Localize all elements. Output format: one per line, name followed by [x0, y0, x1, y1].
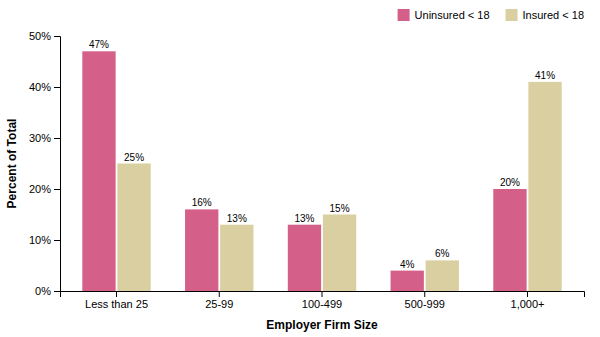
data-label: 25% — [124, 152, 144, 163]
bar — [391, 271, 424, 291]
x-tick-label: 25-99 — [205, 298, 233, 310]
y-axis: 0% 10% 20% 30% 40% 50% — [29, 30, 61, 297]
y-tick-label: 0% — [35, 285, 51, 297]
y-tick-mark — [54, 138, 60, 139]
data-labels: 47% 16% 13% 4% 20% 25% 13% 15% 6% 41% — [89, 39, 555, 269]
plot: 0% 10% 20% 30% 40% 50% Less than 25 25-99 100-49… — [5, 30, 585, 332]
x-tick-label: 100-499 — [302, 298, 342, 310]
data-label: 20% — [500, 177, 520, 188]
chart: 0% 10% 20% 30% 40% 50% Less than 25 25-99 100-49… — [0, 0, 600, 337]
x-tick-mark — [527, 291, 528, 297]
data-label: 6% — [435, 248, 450, 259]
legend-label: Uninsured < 18 — [415, 9, 490, 21]
y-tick: 50% — [29, 30, 60, 42]
y-tick: 0% — [35, 285, 60, 297]
x-tick-label: Less than 25 — [85, 298, 148, 310]
x-tick: 25-99 — [205, 291, 233, 310]
x-tick: Less than 25 — [85, 291, 148, 310]
bar — [220, 225, 253, 291]
bar — [117, 164, 150, 292]
y-tick-label: 40% — [29, 81, 51, 93]
data-label: 41% — [535, 70, 555, 81]
bar — [323, 215, 356, 292]
bar — [185, 209, 218, 291]
y-tick-mark — [54, 189, 60, 190]
y-tick: 30% — [29, 132, 60, 144]
bar — [528, 82, 561, 291]
y-tick-mark — [54, 291, 60, 292]
y-tick-label: 10% — [29, 234, 51, 246]
y-tick-mark — [54, 87, 60, 88]
x-tick: 100-499 — [302, 291, 342, 310]
bar — [426, 260, 459, 291]
y-tick-label: 30% — [29, 132, 51, 144]
data-label: 16% — [192, 197, 212, 208]
y-tick-mark — [54, 36, 60, 37]
x-tick: 1,000+ — [511, 291, 545, 310]
x-tick-label: 1,000+ — [511, 298, 545, 310]
x-tick-mark — [219, 291, 220, 297]
y-tick-label: 20% — [29, 183, 51, 195]
legend-label: Insured < 18 — [523, 9, 584, 21]
x-tick: 500-999 — [405, 291, 445, 310]
x-axis-title: Employer Firm Size — [266, 318, 378, 332]
y-tick-mark — [54, 240, 60, 241]
y-tick-label: 50% — [29, 30, 51, 42]
x-tick-mark — [116, 291, 117, 297]
data-label: 4% — [400, 259, 415, 270]
legend: Uninsured < 18 Insured < 18 — [398, 9, 584, 21]
x-tick-label: 500-999 — [405, 298, 445, 310]
legend-item: Insured < 18 — [506, 9, 584, 21]
bar — [493, 189, 526, 291]
y-tick: 10% — [29, 234, 60, 246]
y-tick: 20% — [29, 183, 60, 195]
data-label: 13% — [227, 213, 247, 224]
bar — [288, 225, 321, 291]
bars — [82, 51, 561, 291]
data-label: 13% — [294, 213, 314, 224]
x-axis: Less than 25 25-99 100-499 500-999 1,000+ — [61, 291, 585, 310]
x-axis-line — [61, 292, 585, 298]
y-axis-line — [54, 37, 61, 292]
y-tick: 40% — [29, 81, 60, 93]
x-tick-mark — [322, 291, 323, 297]
data-label: 47% — [89, 39, 109, 50]
legend-swatch — [398, 9, 410, 21]
bar — [82, 51, 115, 291]
data-label: 15% — [330, 203, 350, 214]
y-axis-title: Percent of Total — [5, 119, 19, 209]
legend-swatch — [506, 9, 518, 21]
legend-item: Uninsured < 18 — [398, 9, 490, 21]
x-tick-mark — [424, 291, 425, 297]
